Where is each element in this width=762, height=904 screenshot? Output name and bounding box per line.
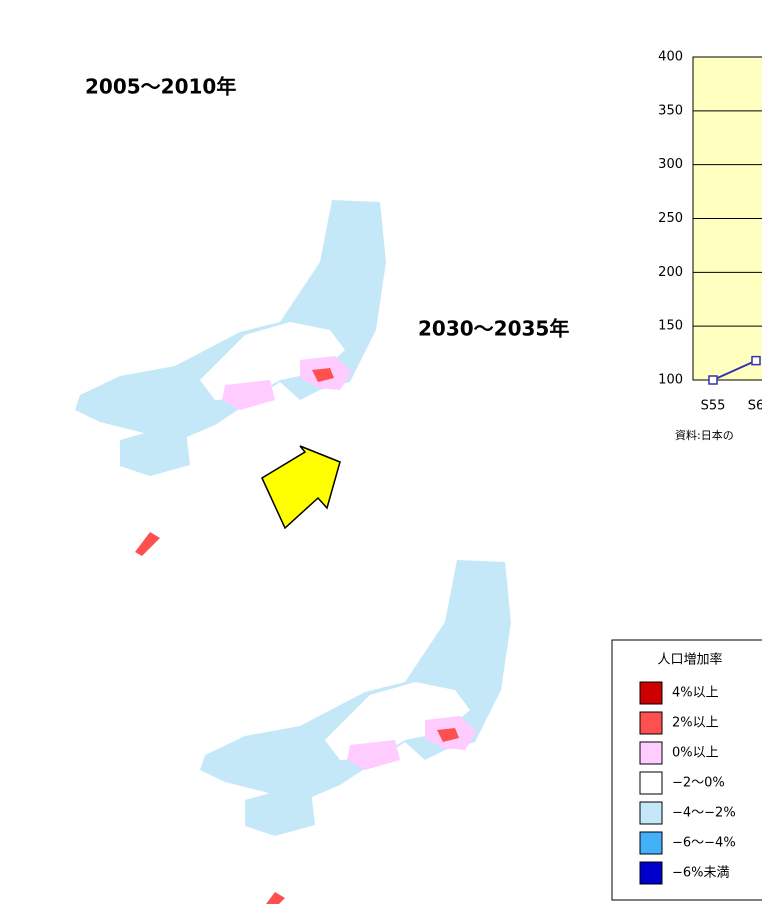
legend-swatch [639, 741, 663, 765]
legend-swatch [639, 861, 663, 885]
y-tick-label: 300 [658, 157, 683, 172]
legend-label: −4〜−2% [672, 806, 736, 821]
legend-label: 2%以上 [672, 716, 719, 731]
y-tick-label: 250 [658, 211, 683, 226]
legend-label: −2〜0% [672, 776, 725, 791]
legend-title: 人口増加率 [657, 652, 722, 668]
y-tick-label: 100 [658, 373, 683, 388]
x-tick-label: S6 [748, 399, 762, 414]
y-tick-label: 350 [658, 103, 683, 118]
y-tick-label: 150 [658, 319, 683, 334]
legend-swatch [639, 801, 663, 825]
arrow [261, 445, 341, 530]
point [751, 355, 761, 366]
map-title: 2005～2010年 [85, 75, 236, 99]
legend-label: 0%以上 [672, 746, 719, 761]
legend-box [611, 639, 762, 901]
y-tick-label: 400 [658, 50, 683, 65]
map-title: 2030～2035年 [418, 317, 569, 341]
legend-label: 4%以上 [672, 686, 719, 701]
legend-label: −6〜−4% [672, 836, 736, 851]
legend-swatch [639, 681, 663, 705]
legend-swatch [639, 831, 663, 855]
legend-swatch [639, 771, 663, 795]
source: 資料:日本の [675, 428, 734, 442]
point [708, 375, 718, 385]
x-tick-label: S55 [701, 399, 726, 414]
map-2035 [165, 372, 665, 904]
line [712, 359, 757, 381]
y-tick-label: 200 [658, 265, 683, 280]
legend-label: −6%未満 [672, 866, 730, 881]
legend-swatch [639, 711, 663, 735]
